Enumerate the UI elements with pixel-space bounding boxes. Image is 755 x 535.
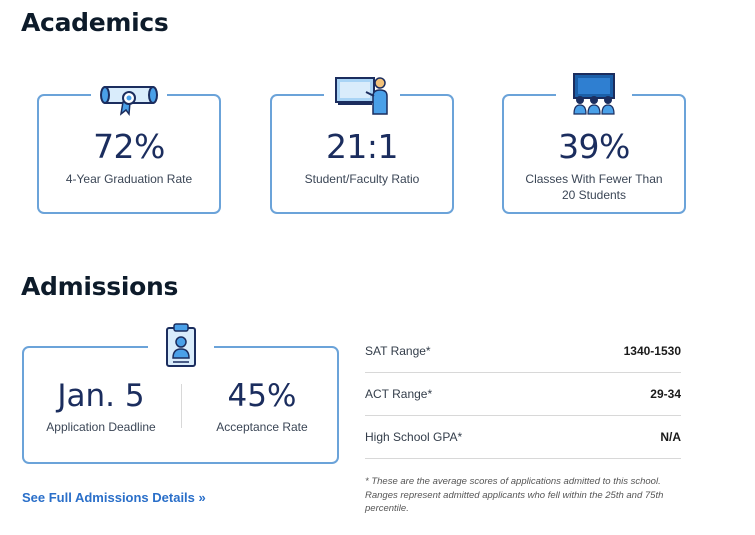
test-scores-table: SAT Range* 1340-1530 ACT Range* 29-34 Hi… [365,330,681,459]
academics-heading: Academics [21,8,169,37]
column-divider [181,384,182,428]
act-range-value: 29-34 [650,387,681,401]
application-deadline-value: Jan. 5 [57,378,145,414]
gpa-label: High School GPA* [365,430,463,444]
graduation-rate-value: 72% [93,127,165,166]
sat-range-row: SAT Range* 1340-1530 [365,330,681,373]
student-faculty-ratio-label: Student/Faculty Ratio [304,172,420,186]
student-faculty-ratio-card: 21:1 Student/Faculty Ratio [270,72,454,214]
act-range-row: ACT Range* 29-34 [365,373,681,416]
acceptance-rate: 45% Acceptance Rate [187,378,337,434]
classroom-icon [556,72,632,116]
sat-range-label: SAT Range* [365,344,431,358]
application-deadline-label: Application Deadline [46,420,156,434]
small-classes-card: 39% Classes With Fewer Than 20 Students [502,72,686,214]
clipboard-icon [147,322,214,370]
admissions-heading: Admissions [21,272,179,301]
small-classes-label: Classes With Fewer Than 20 Students [525,172,663,202]
graduation-rate-card: 72% 4-Year Graduation Rate [37,72,221,214]
act-range-label: ACT Range* [365,387,433,401]
student-faculty-ratio-value: 21:1 [325,127,399,166]
graduation-rate-label: 4-Year Graduation Rate [65,172,193,186]
admissions-details-link[interactable]: See Full Admissions Details » [22,490,206,505]
acceptance-rate-label: Acceptance Rate [216,420,308,434]
teacher-icon [324,72,400,116]
gpa-row: High School GPA* N/A [365,416,681,459]
acceptance-rate-value: 45% [227,378,297,414]
admissions-summary-card: Jan. 5 Application Deadline 45% Acceptan… [22,322,339,464]
gpa-value: N/A [660,430,681,444]
small-classes-value: 39% [558,127,630,166]
diploma-icon [91,72,167,116]
scores-footnote: * These are the average scores of applic… [365,476,664,514]
application-deadline: Jan. 5 Application Deadline [26,378,176,434]
sat-range-value: 1340-1530 [623,344,681,358]
